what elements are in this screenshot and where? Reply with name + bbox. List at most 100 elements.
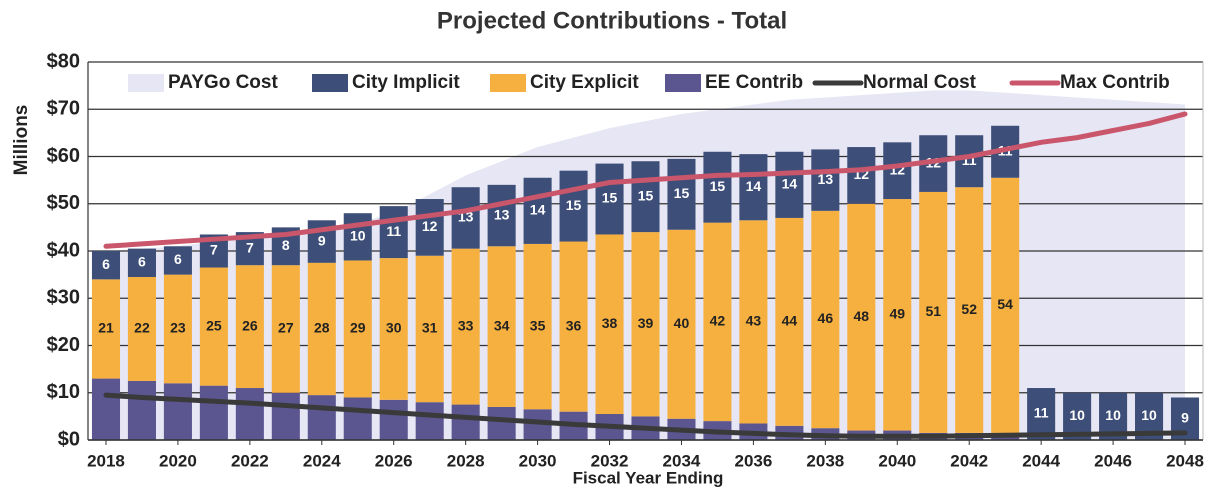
value-label: 13 — [818, 171, 834, 187]
x-tick-label: 2028 — [447, 451, 485, 470]
line — [103, 111, 1188, 249]
legend-label: PAYGo Cost — [168, 72, 278, 93]
value-label: 23 — [170, 320, 186, 336]
value-label: 25 — [206, 317, 222, 333]
value-label: 14 — [746, 178, 762, 194]
bar-segment — [127, 276, 156, 381]
bar-segment — [919, 191, 948, 433]
bar-segment — [847, 147, 876, 204]
value-label: 10 — [1141, 407, 1157, 423]
bar-segment — [955, 135, 984, 188]
x-tick-label: 2030 — [519, 451, 557, 470]
value-label: 22 — [134, 320, 150, 336]
y-tick-label: $30 — [47, 287, 80, 309]
value-label: 49 — [889, 305, 905, 321]
bar-segment — [703, 222, 732, 422]
bar-segment — [703, 151, 732, 223]
bar-segment — [343, 213, 372, 261]
bar-segment — [415, 402, 444, 440]
value-label: 14 — [782, 176, 798, 192]
bar-segment — [199, 385, 228, 440]
value-label: 21 — [98, 320, 114, 336]
legend-swatch — [490, 74, 526, 92]
value-label: 15 — [710, 178, 726, 194]
value-label: 36 — [566, 317, 582, 333]
value-label: 46 — [818, 310, 834, 326]
bar-segment — [739, 154, 768, 221]
bar-segment — [667, 158, 696, 230]
y-tick-label: $10 — [47, 381, 80, 403]
value-label: 34 — [494, 317, 510, 333]
legend-label: City Explicit — [530, 72, 639, 93]
legend-swatch — [312, 74, 348, 92]
bar-segment — [487, 246, 516, 407]
value-label: 27 — [278, 320, 294, 336]
bar-segment — [127, 248, 156, 277]
x-tick-label: 2018 — [87, 451, 125, 470]
bar-segment — [739, 220, 768, 424]
bar-segment — [163, 274, 192, 384]
bar-segment — [451, 187, 480, 249]
bar-segment — [595, 234, 624, 415]
line — [103, 392, 1188, 439]
value-label: 44 — [782, 313, 798, 329]
value-label: 15 — [566, 197, 582, 213]
value-label: 40 — [674, 315, 690, 331]
value-label: 10 — [350, 228, 366, 244]
bar-segment — [775, 151, 804, 218]
bar-segment — [235, 388, 264, 440]
bar-segment — [379, 399, 408, 440]
bar-segment — [559, 241, 588, 412]
value-label: 39 — [638, 315, 654, 331]
bar-segment — [451, 248, 480, 405]
value-label: 11 — [1034, 405, 1049, 421]
value-label: 35 — [530, 317, 546, 333]
y-tick-label: $50 — [47, 192, 80, 214]
value-label: 54 — [997, 296, 1013, 312]
x-tick-label: 2034 — [663, 451, 701, 470]
bar-segment — [235, 265, 264, 389]
x-tick-label: 2048 — [1166, 451, 1204, 470]
chart-title: Projected Contributions - Total — [437, 7, 787, 34]
y-tick-label: $40 — [47, 239, 80, 261]
bar-segment — [91, 279, 121, 379]
bar-segment — [991, 177, 1020, 433]
bar-segment — [91, 378, 121, 440]
x-tick-label: 2024 — [303, 451, 341, 470]
value-label: 14 — [530, 202, 546, 218]
x-tick-label: 2020 — [159, 451, 197, 470]
legend-label: Max Contrib — [1060, 72, 1170, 93]
bar-segment — [91, 251, 121, 280]
bar-segment — [523, 243, 552, 410]
value-label: 10 — [1069, 407, 1085, 423]
legend-label: Normal Cost — [863, 72, 977, 93]
legend-label: City Implicit — [352, 72, 460, 93]
bar-segment — [1027, 388, 1056, 440]
value-label: 11 — [386, 223, 401, 239]
bar-segment — [307, 262, 336, 396]
value-label: 9 — [318, 232, 326, 248]
bar-segment — [811, 210, 840, 429]
bar-segment — [955, 187, 984, 433]
bar-segment — [775, 217, 804, 426]
legend-label: EE Contrib — [705, 72, 803, 93]
bar-segment — [127, 380, 156, 440]
bar-segment — [271, 265, 300, 393]
legend-swatch — [128, 74, 164, 92]
value-label: 12 — [422, 218, 438, 234]
value-label: 15 — [602, 190, 618, 206]
value-label: 52 — [961, 301, 977, 317]
bar-segment — [667, 229, 696, 419]
y-tick-label: $0 — [58, 428, 80, 450]
bar-segment — [559, 170, 588, 242]
value-label: 6 — [102, 256, 110, 272]
value-label: 9 — [1181, 409, 1189, 425]
value-label: 38 — [602, 315, 618, 331]
bar-segment — [847, 203, 876, 431]
value-label: 31 — [422, 320, 438, 336]
value-label: 30 — [386, 320, 402, 336]
y-tick-label: $70 — [47, 98, 80, 120]
bar-segment — [379, 206, 408, 259]
x-tick-label: 2022 — [231, 451, 269, 470]
bar-segment — [163, 383, 192, 440]
